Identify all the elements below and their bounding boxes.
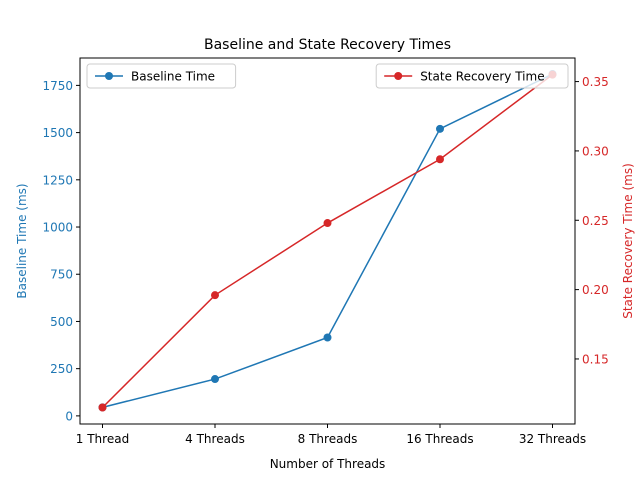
- chart-title: Baseline and State Recovery Times: [204, 37, 451, 53]
- left-y-tick-label: 1000: [42, 221, 73, 235]
- x-tick-label: 16 Threads: [406, 432, 473, 446]
- x-tick-label: 4 Threads: [185, 432, 245, 446]
- plot-frame: [79, 57, 576, 425]
- series-2-point: [98, 403, 107, 412]
- legend-marker: [394, 72, 403, 80]
- x-axis-label: Number of Threads: [270, 457, 386, 471]
- x-tick-label: 8 Threads: [298, 432, 358, 446]
- right-y-tick-label: 0.25: [582, 214, 609, 228]
- right-y-tick-label: 0.15: [582, 352, 609, 366]
- left-y-tick-label: 500: [50, 315, 73, 329]
- series-1-point: [436, 124, 444, 133]
- legend-label: Baseline Time: [131, 70, 215, 84]
- x-tick-label: 32 Threads: [519, 432, 586, 446]
- series-2-point: [436, 155, 444, 164]
- left-y-tick-label: 0: [65, 409, 73, 423]
- series-2-point: [323, 219, 332, 228]
- series-1-point: [323, 333, 332, 342]
- x-tick-label: 1 Thread: [76, 432, 129, 446]
- right-y-tick-label: 0.30: [582, 144, 609, 158]
- legend-box: [86, 63, 237, 89]
- legend-label: State Recovery Time: [420, 70, 544, 84]
- series-1-point: [211, 375, 219, 384]
- series-2-point: [211, 291, 219, 300]
- left-y-tick-label: 750: [50, 268, 73, 282]
- legend-box: [375, 63, 569, 89]
- left-y-tick-label: 1750: [42, 79, 73, 93]
- right-y-axis-label: State Recovery Time (ms): [621, 163, 635, 319]
- left-y-tick-label: 1250: [42, 173, 73, 187]
- right-y-tick-label: 0.20: [582, 283, 609, 297]
- left-y-tick-label: 1500: [42, 126, 73, 140]
- left-y-axis-label: Baseline Time (ms): [15, 183, 29, 298]
- right-y-tick-label: 0.35: [582, 75, 609, 89]
- left-y-tick-label: 250: [50, 362, 73, 376]
- legend-marker: [105, 72, 113, 80]
